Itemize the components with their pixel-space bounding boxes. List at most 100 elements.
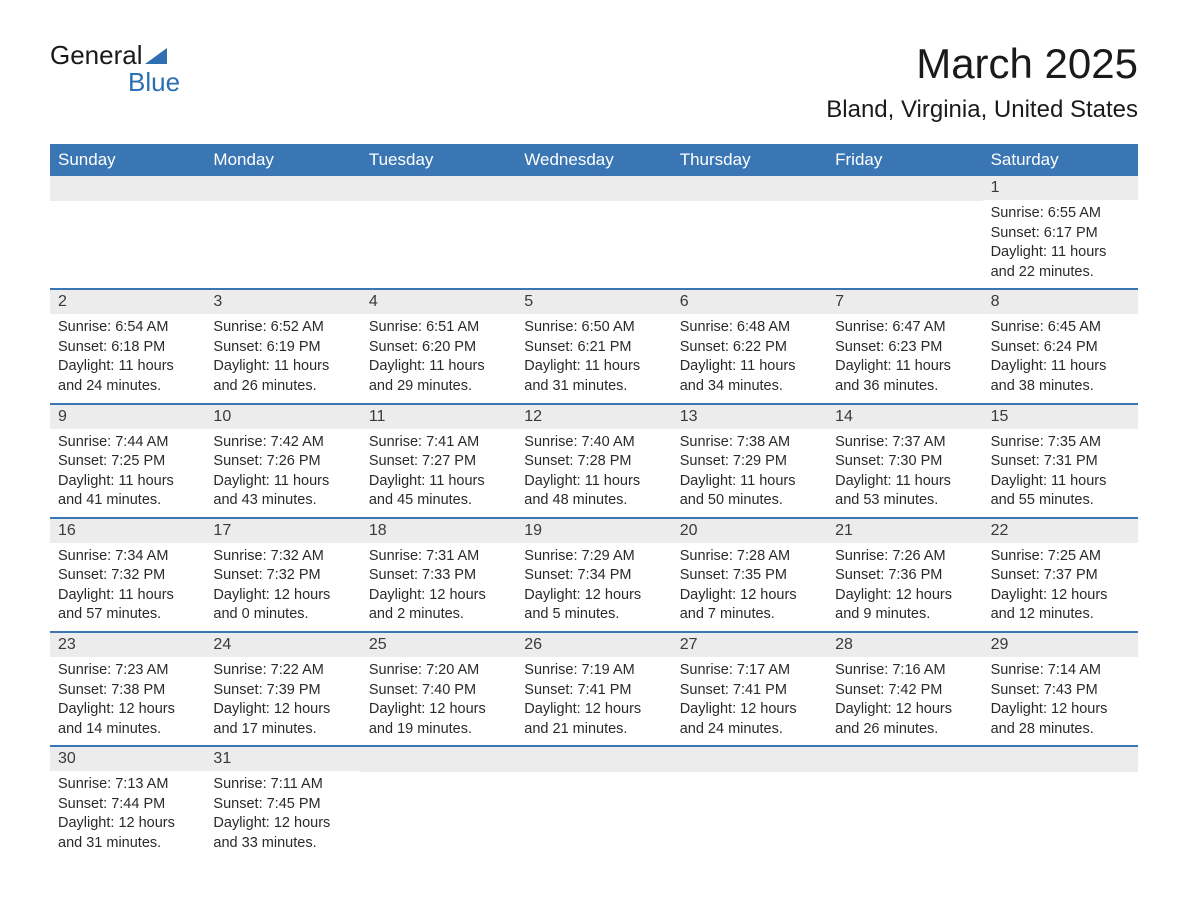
- day-number: 1: [983, 176, 1138, 200]
- daylight-text-1: Daylight: 12 hours: [524, 700, 663, 720]
- day-cell: [827, 176, 982, 288]
- week-row: 30Sunrise: 7:13 AMSunset: 7:44 PMDayligh…: [50, 745, 1138, 859]
- daylight-text-1: Daylight: 12 hours: [58, 814, 197, 834]
- sunset-text: Sunset: 6:23 PM: [835, 338, 974, 358]
- day-details: [827, 772, 982, 782]
- daylight-text-2: and 14 minutes.: [58, 720, 197, 740]
- sunrise-text: Sunrise: 7:19 AM: [524, 661, 663, 681]
- daylight-text-2: and 0 minutes.: [213, 605, 352, 625]
- day-number: 9: [50, 405, 205, 429]
- daylight-text-1: Daylight: 11 hours: [524, 357, 663, 377]
- day-header-saturday: Saturday: [983, 144, 1138, 176]
- daylight-text-2: and 29 minutes.: [369, 377, 508, 397]
- day-details: Sunrise: 6:50 AMSunset: 6:21 PMDaylight:…: [516, 314, 671, 402]
- daylight-text-2: and 22 minutes.: [991, 263, 1130, 283]
- sunset-text: Sunset: 6:19 PM: [213, 338, 352, 358]
- day-cell: 16Sunrise: 7:34 AMSunset: 7:32 PMDayligh…: [50, 519, 205, 631]
- day-number: 22: [983, 519, 1138, 543]
- day-cell: 14Sunrise: 7:37 AMSunset: 7:30 PMDayligh…: [827, 405, 982, 517]
- weeks-container: 1Sunrise: 6:55 AMSunset: 6:17 PMDaylight…: [50, 176, 1138, 860]
- day-number: 29: [983, 633, 1138, 657]
- title-block: March 2025 Bland, Virginia, United State…: [826, 40, 1138, 124]
- daylight-text-2: and 36 minutes.: [835, 377, 974, 397]
- daylight-text-1: Daylight: 11 hours: [58, 472, 197, 492]
- day-details: Sunrise: 7:22 AMSunset: 7:39 PMDaylight:…: [205, 657, 360, 745]
- daylight-text-2: and 21 minutes.: [524, 720, 663, 740]
- day-cell: 3Sunrise: 6:52 AMSunset: 6:19 PMDaylight…: [205, 290, 360, 402]
- day-cell: 12Sunrise: 7:40 AMSunset: 7:28 PMDayligh…: [516, 405, 671, 517]
- day-details: [827, 201, 982, 211]
- sunset-text: Sunset: 7:39 PM: [213, 681, 352, 701]
- day-number: 19: [516, 519, 671, 543]
- sunrise-text: Sunrise: 6:54 AM: [58, 318, 197, 338]
- sunset-text: Sunset: 7:35 PM: [680, 566, 819, 586]
- day-header-wednesday: Wednesday: [516, 144, 671, 176]
- day-details: Sunrise: 6:55 AMSunset: 6:17 PMDaylight:…: [983, 200, 1138, 288]
- day-number: [516, 747, 671, 772]
- daylight-text-1: Daylight: 12 hours: [58, 700, 197, 720]
- daylight-text-2: and 48 minutes.: [524, 491, 663, 511]
- sunset-text: Sunset: 6:21 PM: [524, 338, 663, 358]
- day-cell: [516, 176, 671, 288]
- sunrise-text: Sunrise: 7:13 AM: [58, 775, 197, 795]
- day-details: Sunrise: 7:40 AMSunset: 7:28 PMDaylight:…: [516, 429, 671, 517]
- sunrise-text: Sunrise: 7:23 AM: [58, 661, 197, 681]
- day-details: Sunrise: 7:38 AMSunset: 7:29 PMDaylight:…: [672, 429, 827, 517]
- day-cell: 10Sunrise: 7:42 AMSunset: 7:26 PMDayligh…: [205, 405, 360, 517]
- daylight-text-2: and 7 minutes.: [680, 605, 819, 625]
- sunrise-text: Sunrise: 7:20 AM: [369, 661, 508, 681]
- sunset-text: Sunset: 7:27 PM: [369, 452, 508, 472]
- day-cell: 15Sunrise: 7:35 AMSunset: 7:31 PMDayligh…: [983, 405, 1138, 517]
- day-details: Sunrise: 7:26 AMSunset: 7:36 PMDaylight:…: [827, 543, 982, 631]
- sunrise-text: Sunrise: 6:47 AM: [835, 318, 974, 338]
- day-number: [516, 176, 671, 201]
- day-details: [672, 201, 827, 211]
- sunrise-text: Sunrise: 7:14 AM: [991, 661, 1130, 681]
- day-cell: 7Sunrise: 6:47 AMSunset: 6:23 PMDaylight…: [827, 290, 982, 402]
- sunset-text: Sunset: 7:37 PM: [991, 566, 1130, 586]
- day-cell: 9Sunrise: 7:44 AMSunset: 7:25 PMDaylight…: [50, 405, 205, 517]
- sunset-text: Sunset: 7:33 PM: [369, 566, 508, 586]
- day-number: 31: [205, 747, 360, 771]
- month-title: March 2025: [826, 40, 1138, 88]
- day-cell: 21Sunrise: 7:26 AMSunset: 7:36 PMDayligh…: [827, 519, 982, 631]
- day-details: Sunrise: 7:29 AMSunset: 7:34 PMDaylight:…: [516, 543, 671, 631]
- daylight-text-1: Daylight: 11 hours: [524, 472, 663, 492]
- sunset-text: Sunset: 7:31 PM: [991, 452, 1130, 472]
- daylight-text-1: Daylight: 11 hours: [991, 357, 1130, 377]
- day-details: Sunrise: 7:28 AMSunset: 7:35 PMDaylight:…: [672, 543, 827, 631]
- day-number: [361, 747, 516, 772]
- day-number: 24: [205, 633, 360, 657]
- day-header-monday: Monday: [205, 144, 360, 176]
- day-cell: [361, 176, 516, 288]
- sunset-text: Sunset: 7:34 PM: [524, 566, 663, 586]
- daylight-text-1: Daylight: 12 hours: [680, 700, 819, 720]
- day-cell: 31Sunrise: 7:11 AMSunset: 7:45 PMDayligh…: [205, 747, 360, 859]
- location: Bland, Virginia, United States: [826, 96, 1138, 124]
- day-details: Sunrise: 7:13 AMSunset: 7:44 PMDaylight:…: [50, 771, 205, 859]
- sunrise-text: Sunrise: 7:22 AM: [213, 661, 352, 681]
- day-number: 11: [361, 405, 516, 429]
- day-details: Sunrise: 7:42 AMSunset: 7:26 PMDaylight:…: [205, 429, 360, 517]
- sunrise-text: Sunrise: 7:38 AM: [680, 433, 819, 453]
- sunrise-text: Sunrise: 6:51 AM: [369, 318, 508, 338]
- day-number: 27: [672, 633, 827, 657]
- sunset-text: Sunset: 7:26 PM: [213, 452, 352, 472]
- sunset-text: Sunset: 7:44 PM: [58, 795, 197, 815]
- day-number: 15: [983, 405, 1138, 429]
- daylight-text-2: and 57 minutes.: [58, 605, 197, 625]
- daylight-text-2: and 26 minutes.: [213, 377, 352, 397]
- daylight-text-1: Daylight: 11 hours: [213, 472, 352, 492]
- day-details: Sunrise: 6:52 AMSunset: 6:19 PMDaylight:…: [205, 314, 360, 402]
- day-cell: [516, 747, 671, 859]
- week-row: 1Sunrise: 6:55 AMSunset: 6:17 PMDaylight…: [50, 176, 1138, 288]
- day-header-thursday: Thursday: [672, 144, 827, 176]
- day-number: 12: [516, 405, 671, 429]
- sunset-text: Sunset: 6:18 PM: [58, 338, 197, 358]
- day-number: [50, 176, 205, 201]
- daylight-text-2: and 43 minutes.: [213, 491, 352, 511]
- daylight-text-1: Daylight: 11 hours: [369, 472, 508, 492]
- day-number: 23: [50, 633, 205, 657]
- sunrise-text: Sunrise: 7:29 AM: [524, 547, 663, 567]
- sunrise-text: Sunrise: 7:41 AM: [369, 433, 508, 453]
